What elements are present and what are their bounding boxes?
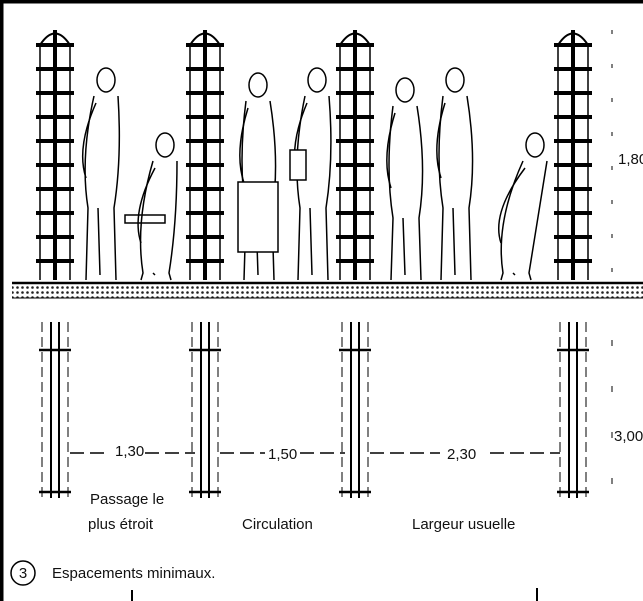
person-head (97, 68, 115, 92)
figure-number: 3 (19, 565, 27, 582)
person-head (446, 68, 464, 92)
depth-label: 3,00 (614, 428, 643, 445)
width-value: 1,30 (115, 443, 144, 460)
figure-caption: Espacements minimaux. (52, 565, 215, 582)
person-head (396, 78, 414, 102)
person-head (526, 133, 544, 157)
width-caption: Passage le (90, 491, 164, 508)
person-head (249, 73, 267, 97)
width-caption: Largeur usuelle (412, 516, 515, 533)
person-head (308, 68, 326, 92)
document (290, 150, 306, 180)
sign-board (238, 182, 278, 252)
width-value: 1,50 (268, 446, 297, 463)
width-caption: plus étroit (88, 516, 154, 533)
height-label: 1,80 (618, 151, 643, 168)
diagram: 1,80 3,00 Passage le plus étroit Circula… (0, 0, 643, 601)
floor-section (12, 284, 643, 298)
width-value: 2,30 (447, 446, 476, 463)
person-head (156, 133, 174, 157)
width-caption: Circulation (242, 516, 313, 533)
